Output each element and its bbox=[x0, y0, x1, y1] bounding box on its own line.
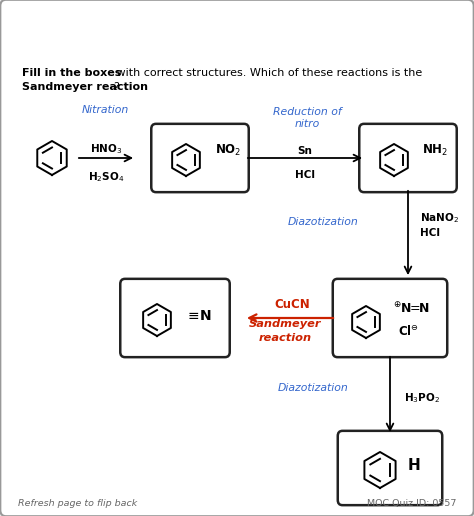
Text: ?: ? bbox=[113, 82, 119, 92]
Text: $\equiv\!$N: $\equiv\!$N bbox=[185, 309, 212, 323]
Text: $^{\oplus}$N$\!\!=\!\!$N: $^{\oplus}$N$\!\!=\!\!$N bbox=[393, 300, 430, 315]
FancyBboxPatch shape bbox=[333, 279, 447, 357]
FancyBboxPatch shape bbox=[151, 124, 249, 192]
Text: Sandmeyer: Sandmeyer bbox=[249, 319, 321, 329]
Text: H$_2$SO$_4$: H$_2$SO$_4$ bbox=[88, 170, 124, 184]
Text: Diazotization: Diazotization bbox=[287, 217, 358, 227]
FancyBboxPatch shape bbox=[359, 124, 457, 192]
Text: H: H bbox=[408, 459, 421, 474]
Text: MOC Quiz ID: 0557: MOC Quiz ID: 0557 bbox=[366, 499, 456, 508]
Text: NH$_2$: NH$_2$ bbox=[422, 142, 448, 157]
FancyBboxPatch shape bbox=[338, 431, 442, 505]
FancyBboxPatch shape bbox=[120, 279, 230, 357]
Text: Sn: Sn bbox=[298, 146, 312, 156]
Text: nitro: nitro bbox=[294, 119, 319, 129]
Text: Fill in the boxes: Fill in the boxes bbox=[22, 68, 121, 78]
Text: with correct structures. Which of these reactions is the: with correct structures. Which of these … bbox=[113, 68, 422, 78]
Text: HCl: HCl bbox=[295, 170, 315, 180]
Text: Nitration: Nitration bbox=[82, 105, 128, 115]
Text: Reduction of: Reduction of bbox=[273, 107, 341, 117]
Text: HCl: HCl bbox=[420, 228, 440, 238]
Text: Refresh page to flip back: Refresh page to flip back bbox=[18, 499, 137, 508]
Text: NaNO$_2$: NaNO$_2$ bbox=[420, 211, 459, 225]
Text: Diazotization: Diazotization bbox=[277, 383, 348, 393]
Text: Cl$^{\ominus}$: Cl$^{\ominus}$ bbox=[398, 325, 419, 339]
Text: H$_3$PO$_2$: H$_3$PO$_2$ bbox=[404, 391, 440, 405]
Text: Sandmeyer reaction: Sandmeyer reaction bbox=[22, 82, 148, 92]
Text: reaction: reaction bbox=[258, 333, 311, 343]
Text: CuCN: CuCN bbox=[274, 298, 310, 311]
Text: HNO$_3$: HNO$_3$ bbox=[90, 142, 122, 156]
Text: NO$_2$: NO$_2$ bbox=[215, 142, 241, 157]
